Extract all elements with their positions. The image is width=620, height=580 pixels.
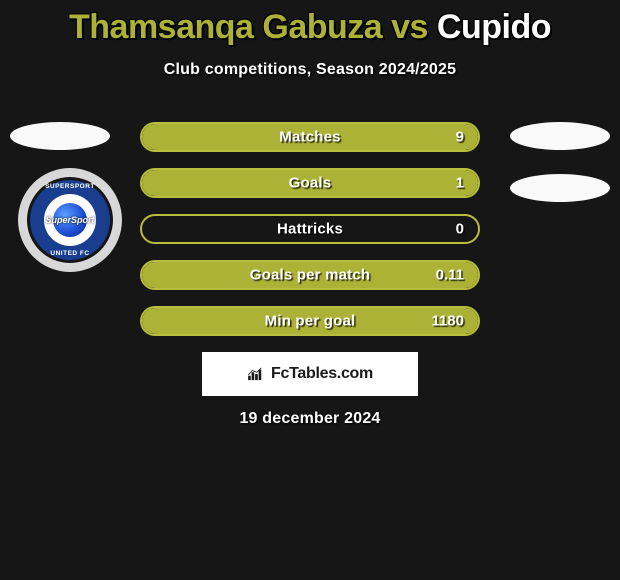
stat-value: 9 — [456, 129, 464, 146]
country-badge-right-2 — [510, 174, 610, 202]
stat-label: Min per goal — [265, 313, 356, 330]
stat-label: Goals — [289, 175, 332, 192]
stat-bar: Min per goal 1180 — [140, 306, 480, 336]
club-banner: SuperSport — [45, 215, 94, 225]
stats-container: Matches 9 Goals 1 Hattricks 0 Goals per match 0… — [140, 122, 480, 352]
stat-bar: Goals per match 0.11 — [140, 260, 480, 290]
stat-value: 1180 — [431, 313, 464, 330]
stat-value: 1 — [456, 175, 464, 192]
left-club-logo: SUPERSPORT UNITED FC ★ SuperSport — [18, 168, 122, 272]
country-badge-right-1 — [510, 122, 610, 150]
club-text-bottom: UNITED FC — [50, 250, 89, 257]
title-right: Cupido — [437, 8, 551, 46]
title-vs: vs — [382, 8, 437, 46]
stat-label: Matches — [279, 129, 340, 146]
page-title: Thamsanqa Gabuza vs Cupido — [0, 0, 620, 47]
date-text: 19 december 2024 — [0, 410, 620, 428]
stat-label: Hattricks — [277, 221, 343, 238]
brand-box[interactable]: FcTables.com — [202, 352, 418, 396]
club-text-top: SUPERSPORT — [45, 183, 95, 190]
stat-label: Goals per match — [250, 267, 371, 284]
stat-bar: Matches 9 — [140, 122, 480, 152]
country-badge-left-1 — [10, 122, 110, 150]
stat-bar: Goals 1 — [140, 168, 480, 198]
stat-value: 0.11 — [436, 267, 464, 284]
subtitle: Club competitions, Season 2024/2025 — [0, 61, 620, 79]
stat-value: 0 — [456, 221, 464, 238]
title-left: Thamsanqa Gabuza — [69, 8, 382, 46]
stat-bar: Hattricks 0 — [140, 214, 480, 244]
bar-chart-icon — [247, 367, 265, 381]
brand-text: FcTables.com — [271, 365, 373, 383]
